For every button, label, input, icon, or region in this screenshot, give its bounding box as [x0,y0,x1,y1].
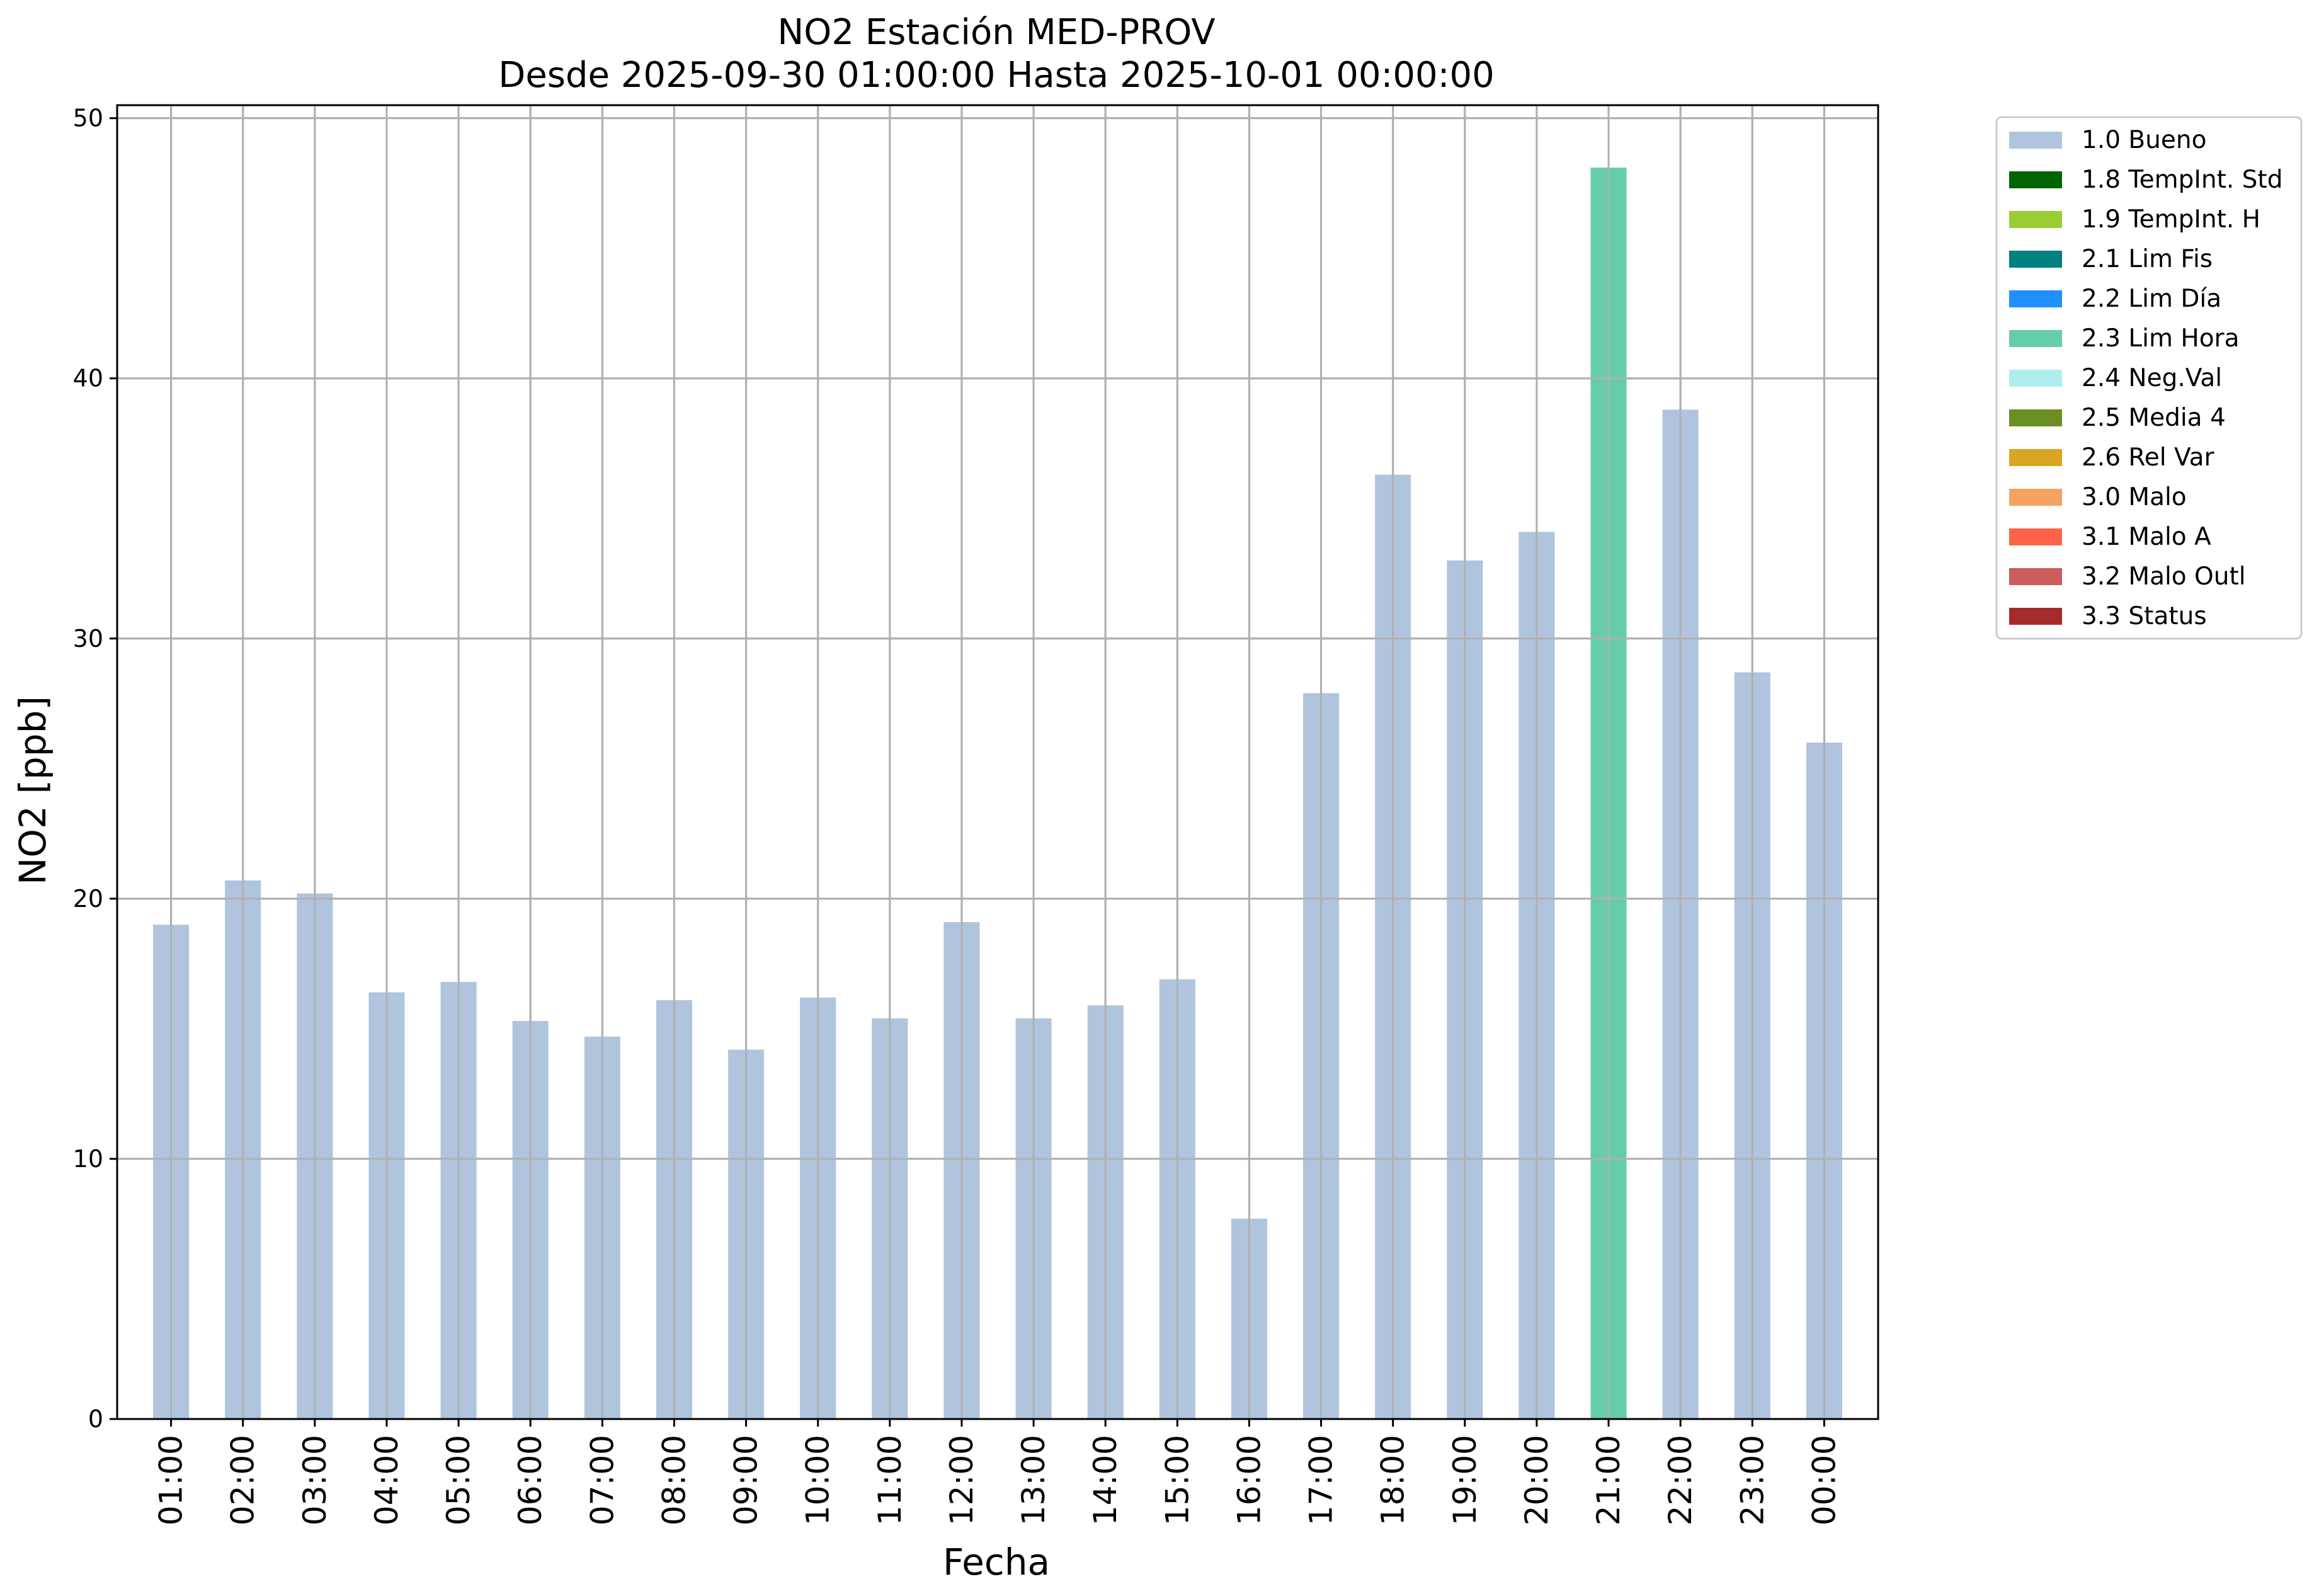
x-tick-label: 23:00 [1734,1435,1770,1525]
x-tick-label: 02:00 [225,1435,261,1525]
y-axis-ticks: 0 10 20 30 40 50 [73,105,117,1433]
chart-title: NO2 Estación MED-PROV [777,12,1215,53]
y-tick-label: 30 [73,625,103,653]
y-tick-label: 0 [88,1405,103,1433]
y-tick-label: 20 [73,885,103,913]
x-tick-label: 14:00 [1087,1435,1124,1525]
legend-swatch [2009,449,2062,466]
x-tick-label: 03:00 [297,1435,333,1525]
legend-label: 1.8 TempInt. Std [2082,166,2282,194]
x-tick-label: 08:00 [656,1435,692,1525]
legend-swatch [2009,568,2062,585]
legend-swatch [2009,290,2062,307]
legend-label: 2.6 Rel Var [2082,443,2215,472]
x-tick-label: 15:00 [1159,1435,1195,1525]
x-tick-label: 07:00 [584,1435,620,1525]
x-tick-label: 12:00 [943,1435,980,1525]
legend-label: 3.3 Status [2082,602,2207,630]
x-tick-label: 16:00 [1231,1435,1267,1525]
legend-label: 1.9 TempInt. H [2082,205,2260,234]
bars [117,105,1878,1420]
legend-swatch [2009,370,2062,387]
legend-label: 3.0 Malo [2082,483,2187,511]
legend: 1.0 Bueno 1.8 TempInt. Std 1.9 TempInt. H 2… [1995,116,2303,640]
x-tick-label: 13:00 [1015,1435,1052,1525]
x-tick-label: 18:00 [1375,1435,1411,1525]
x-tick-label: 21:00 [1590,1435,1627,1525]
legend-swatch [2009,608,2062,625]
chart-subtitle: Desde 2025-09-30 01:00:00 Hasta 2025-10-… [498,55,1495,96]
x-tick-label: 20:00 [1518,1435,1555,1525]
legend-label: 2.2 Lim Día [2082,285,2221,313]
y-tick-label: 50 [73,105,103,132]
legend-label: 1.0 Bueno [2082,126,2206,154]
x-tick-label: 05:00 [440,1435,477,1525]
x-tick-label: 04:00 [368,1435,405,1525]
legend-swatch [2009,132,2062,149]
legend-swatch [2009,409,2062,426]
legend-label: 2.4 Neg.Val [2082,364,2222,392]
y-tick-label: 40 [73,365,103,392]
legend-swatch [2009,330,2062,347]
legend-swatch [2009,528,2062,545]
x-tick-label: 17:00 [1303,1435,1340,1525]
x-tick-label: 22:00 [1662,1435,1699,1525]
x-tick-label: 00:00 [1806,1435,1842,1525]
x-tick-label: 06:00 [512,1435,549,1525]
legend-swatch [2009,211,2062,228]
legend-label: 3.1 Malo A [2082,523,2211,551]
y-tick-label: 10 [73,1145,103,1173]
legend-label: 3.2 Malo Outl [2082,562,2246,591]
legend-box [1995,116,2303,640]
x-tick-label: 10:00 [800,1435,836,1525]
legend-label: 2.5 Media 4 [2082,404,2226,432]
x-tick-label: 11:00 [872,1435,908,1525]
x-tick-label: 09:00 [728,1435,765,1525]
legend-label: 2.3 Lim Hora [2082,324,2240,353]
x-axis-label: Fecha [943,1541,1050,1583]
plot-frame [116,104,1879,1420]
x-axis-ticks: 01:00 02:00 03:00 04:00 05:00 06:00 07:00 08:00… [153,1419,1842,1525]
legend-swatch [2009,171,2062,188]
legend-swatch [2009,489,2062,506]
x-tick-label: 01:00 [153,1435,190,1525]
legend-swatch [2009,251,2062,268]
y-axis-label: NO2 [ppb] [11,696,54,885]
legend-label: 2.1 Lim Fis [2082,245,2213,273]
x-tick-label: 19:00 [1447,1435,1483,1525]
